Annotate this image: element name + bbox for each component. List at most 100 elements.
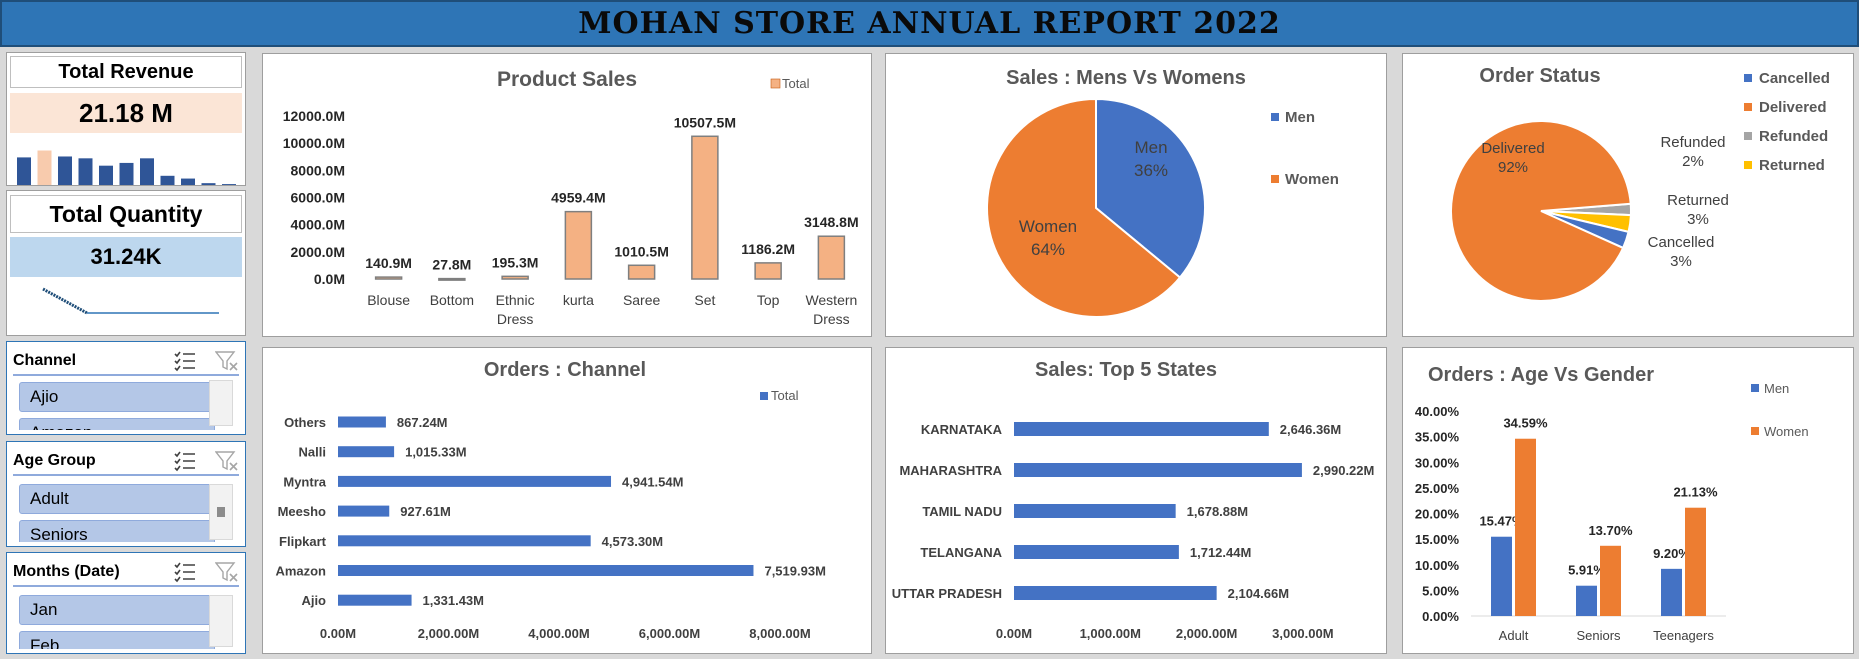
chart-title: Sales : Mens Vs Womens (1006, 67, 1246, 89)
legend-swatch (1744, 132, 1752, 140)
y-tick-label: 10000.0M (283, 135, 345, 151)
multi-select-icon[interactable] (173, 450, 197, 472)
clear-filter-icon[interactable] (215, 350, 239, 372)
bar (691, 135, 719, 280)
order-status-chart: Order Status Delivered 92% Refunded 2% Return… (1450, 65, 1830, 302)
y-tick-label: Meesho (278, 504, 326, 519)
x-tick-label: Ethnic (496, 292, 535, 308)
y-tick-label: 20.00% (1415, 507, 1460, 522)
data-label: 1186.2M (741, 241, 795, 257)
y-tick-label: Ajio (301, 593, 326, 608)
bar (1014, 504, 1176, 518)
y-tick-label: 35.00% (1415, 430, 1460, 445)
channel-scrollbar[interactable] (209, 380, 233, 426)
months-scrollbar[interactable] (209, 595, 233, 647)
x-tick-label: Saree (623, 292, 661, 308)
slicer-item-seniors[interactable]: Seniors (19, 520, 215, 542)
data-label: 927.61M (400, 504, 451, 519)
y-tick-label: 10.00% (1415, 558, 1460, 573)
x-tick-label: 2,000.00M (418, 626, 479, 641)
age-group-slicer: Age Group Adult Seniors (6, 441, 246, 547)
y-tick-label: 0.00% (1422, 609, 1459, 624)
legend-swatch (1744, 74, 1752, 82)
x-tick-label: 4,000.00M (528, 626, 589, 641)
report-title: MOHAN STORE ANNUAL REPORT 2022 (578, 6, 1281, 41)
x-tick-label: 6,000.00M (639, 626, 700, 641)
data-label: 3148.8M (804, 214, 858, 230)
legend-swatch (1271, 113, 1279, 121)
bar (754, 262, 782, 280)
legend-label: Cancelled (1759, 70, 1830, 87)
slice-percent: 3% (1670, 253, 1692, 270)
y-tick-label: KARNATAKA (921, 422, 1003, 437)
y-tick-label: TELANGANA (920, 545, 1002, 560)
y-tick-label: 25.00% (1415, 481, 1460, 496)
slicer-item-jan[interactable]: Jan (19, 595, 215, 625)
slicer-item-adult[interactable]: Adult (19, 484, 215, 514)
clear-filter-icon[interactable] (215, 450, 239, 472)
data-label: 1,678.88M (1187, 504, 1248, 519)
data-label: 1,015.33M (405, 445, 466, 460)
x-tick-label: Bottom (430, 292, 474, 308)
legend-swatch (1271, 175, 1279, 183)
pie-slice (1095, 97, 1206, 279)
legend-label: Women (1285, 171, 1339, 188)
top-states-chart: Sales: Top 5 States KARNATAKA 2,646.36M MAH… (892, 359, 1375, 641)
legend-swatch (1751, 384, 1759, 392)
slice-percent: 92% (1498, 159, 1528, 176)
multi-select-icon[interactable] (173, 561, 197, 583)
bar (1014, 422, 1269, 436)
age-slicer-title: Age Group (13, 452, 96, 469)
months-slicer-items: Jan Feb (7, 591, 245, 649)
slicer-item-amazon[interactable]: Amazon (19, 418, 215, 430)
legend-swatch (1744, 161, 1752, 169)
y-tick-label: MAHARASHTRA (899, 463, 1002, 478)
bar (1014, 586, 1217, 600)
order-status-panel: Order Status Delivered 92% Refunded 2% Return… (1402, 53, 1854, 337)
revenue-title: Total Revenue (10, 56, 242, 88)
bar (1014, 545, 1179, 559)
slicer-item-feb[interactable]: Feb (19, 631, 215, 649)
chart-title: Orders : Channel (484, 359, 646, 381)
y-tick-label: Flipkart (279, 534, 327, 549)
data-label: 1,331.43M (423, 593, 484, 608)
bar (438, 277, 466, 281)
spark-bar (181, 178, 195, 185)
data-label: 867.24M (397, 415, 448, 430)
bar (1014, 463, 1302, 477)
multi-select-icon[interactable] (173, 350, 197, 372)
channel-slicer-title: Channel (13, 352, 77, 369)
age-slicer-header: Age Group (13, 448, 239, 476)
product-sales-chart: Product Sales Total 0.0M 2000.0M 4000.0M 6000… (283, 68, 859, 327)
slicer-item-ajio[interactable]: Ajio (19, 382, 215, 412)
orders-channel-panel: Orders : Channel Total Others 867.24M Nalli 1… (262, 347, 872, 654)
y-tick-label: UTTAR PRADESH (892, 586, 1002, 601)
slice-percent: 2% (1682, 153, 1704, 170)
x-tick-label: Dress (497, 311, 534, 327)
bar (338, 505, 390, 517)
y-tick-label: Nalli (299, 445, 326, 460)
orders-channel-chart: Orders : Channel Total Others 867.24M Nalli 1… (275, 359, 825, 641)
legend-label: Women (1764, 424, 1809, 439)
data-label: 2,646.36M (1280, 422, 1341, 437)
age-scrollbar[interactable] (209, 484, 233, 540)
slice-percent: 64% (1031, 240, 1065, 259)
y-tick-label: 12000.0M (283, 108, 345, 124)
scrollbar-thumb[interactable] (217, 507, 225, 517)
spark-bar (201, 183, 216, 185)
x-tick-label: Teenagers (1653, 628, 1714, 643)
clear-filter-icon[interactable] (215, 561, 239, 583)
chart-title: Product Sales (497, 68, 637, 91)
bar (374, 276, 403, 280)
data-label: 9.20% (1653, 546, 1690, 561)
data-label: 10507.5M (674, 114, 736, 130)
slice-label: Cancelled (1648, 234, 1715, 251)
x-tick-label: Adult (1499, 628, 1529, 643)
y-tick-label: 0.0M (314, 271, 345, 287)
age-slicer-items: Adult Seniors (7, 480, 245, 542)
x-tick-label: kurta (563, 292, 594, 308)
bar (1515, 438, 1536, 616)
x-tick-label: 8,000.00M (749, 626, 810, 641)
legend-label: Total (782, 76, 810, 91)
legend-label: Men (1764, 381, 1789, 396)
